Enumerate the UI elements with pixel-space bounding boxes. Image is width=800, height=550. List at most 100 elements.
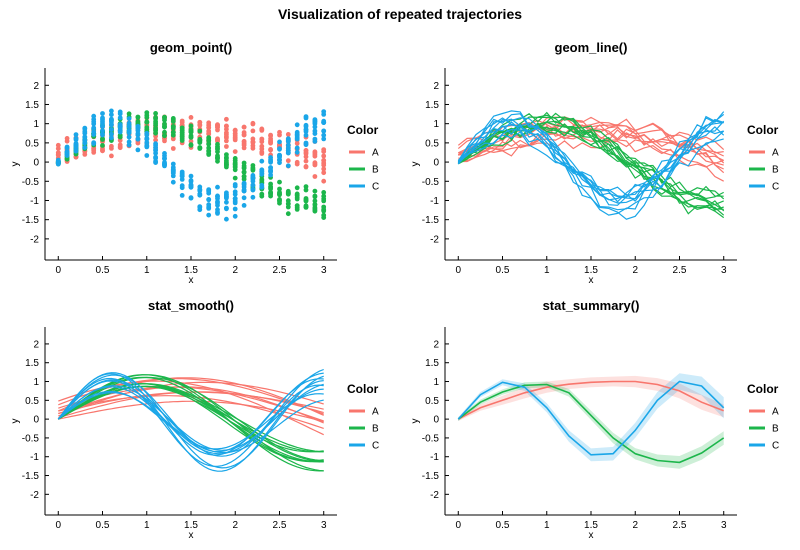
point-C <box>197 204 203 210</box>
point-C <box>241 180 247 186</box>
point-C <box>197 192 203 198</box>
p1-ytick-label: -0.5 <box>22 177 40 188</box>
point-B <box>162 133 167 139</box>
point-B <box>144 110 150 115</box>
point-A <box>197 123 203 128</box>
smooth-line-B <box>57 385 324 453</box>
point-B <box>206 145 212 151</box>
point-B <box>170 124 176 129</box>
p1-xtick-label: 1 <box>144 265 150 276</box>
p2-legend-label-B: B <box>772 165 779 176</box>
point-C <box>100 115 105 121</box>
p3-xtick-label: 2 <box>232 520 238 531</box>
point-A <box>321 170 327 176</box>
p3-legend-label-C: C <box>372 441 379 452</box>
point-C <box>117 115 123 121</box>
p1-x-axis-label: x <box>189 275 194 286</box>
point-C <box>153 155 159 161</box>
point-B <box>215 147 220 152</box>
point-C <box>100 120 105 126</box>
point-B <box>179 133 185 139</box>
p2-legend-label-C: C <box>772 182 779 193</box>
point-A <box>312 162 318 168</box>
point-A <box>321 149 327 155</box>
p4-plot-area <box>457 373 725 469</box>
point-A <box>109 146 114 151</box>
p1-xtick-label: 0.5 <box>96 265 110 276</box>
smooth-line-A <box>58 391 324 415</box>
point-C <box>241 203 247 208</box>
p3-xtick-label: 1.5 <box>184 520 198 531</box>
p1-legend-label-A: A <box>372 148 379 159</box>
point-C <box>215 199 220 205</box>
point-A <box>170 146 176 151</box>
smooth-line-C <box>57 383 324 451</box>
p2-plot-area <box>457 110 725 220</box>
p3-ytick-label: 0 <box>33 415 39 426</box>
point-A <box>321 166 327 172</box>
point-C <box>224 206 229 212</box>
point-C <box>144 140 150 145</box>
p3-legend-label-A: A <box>372 407 379 418</box>
point-C <box>126 142 132 148</box>
p3-xtick-label: 2.5 <box>273 520 287 531</box>
point-A <box>259 136 265 142</box>
point-A <box>294 141 300 146</box>
point-B <box>312 202 318 207</box>
point-C <box>285 145 291 151</box>
mean-line-C <box>457 380 725 456</box>
point-C <box>91 126 97 131</box>
point-A <box>215 136 220 142</box>
p2-xtick-label: 2.5 <box>673 265 687 276</box>
p3-ytick-label: 0.5 <box>25 396 39 407</box>
point-C <box>188 173 194 179</box>
point-C <box>91 129 97 135</box>
point-B <box>321 215 327 221</box>
p1-ytick-label: 0.5 <box>25 138 39 149</box>
p2-ytick-label: -2 <box>430 234 439 245</box>
point-C <box>215 193 220 199</box>
point-C <box>321 132 327 138</box>
p4-ytick-label: 1 <box>433 377 439 388</box>
point-B <box>285 204 291 210</box>
point-A <box>250 140 256 146</box>
point-C <box>232 191 238 197</box>
point-B <box>162 129 167 135</box>
p3-plot-area <box>57 368 324 472</box>
p4-ytick-label: 0 <box>433 415 439 426</box>
series-line-C <box>457 111 725 203</box>
point-A <box>250 121 256 127</box>
ribbon-C <box>458 373 724 462</box>
point-C <box>241 195 247 201</box>
p3-xtick-label: 0 <box>55 520 61 531</box>
point-B <box>206 151 212 156</box>
point-A <box>241 132 247 138</box>
point-B <box>170 117 176 122</box>
point-A <box>55 150 61 156</box>
point-C <box>117 124 123 130</box>
point-B <box>268 181 273 187</box>
point-C <box>250 183 256 188</box>
point-C <box>153 160 159 166</box>
smooth-line-C <box>57 372 324 469</box>
p3-ytick-label: -1 <box>30 452 39 463</box>
p4-ytick-label: 1.5 <box>425 358 439 369</box>
p4-y-axis-label: y <box>410 419 421 424</box>
smooth-line-C <box>57 372 324 453</box>
point-B <box>294 196 300 202</box>
point-B <box>294 207 300 212</box>
p3-ytick-label: 1.5 <box>25 358 39 369</box>
point-C <box>303 122 309 128</box>
point-B <box>153 111 159 116</box>
point-B <box>285 211 291 217</box>
point-C <box>126 130 132 136</box>
point-B <box>277 179 282 185</box>
point-B <box>303 187 309 193</box>
series-line-C <box>457 118 724 206</box>
point-C <box>215 207 220 213</box>
point-B <box>188 128 194 134</box>
point-C <box>162 153 167 159</box>
p1-xtick-label: 0 <box>55 265 61 276</box>
point-C <box>215 211 220 216</box>
